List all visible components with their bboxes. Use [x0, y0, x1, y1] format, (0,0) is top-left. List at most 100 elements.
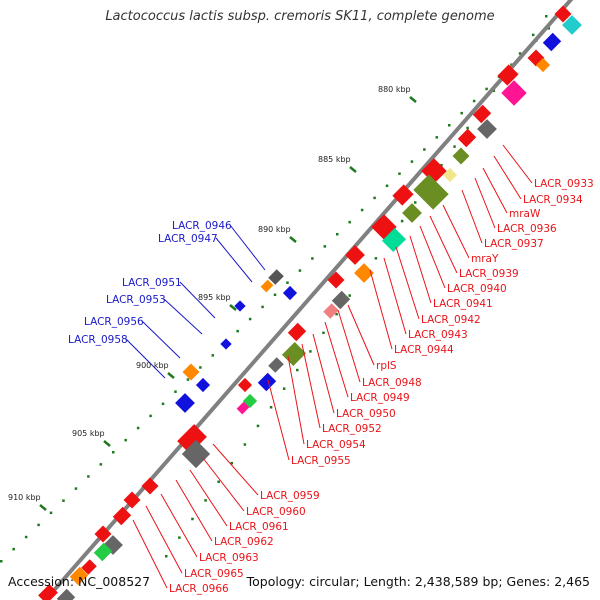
gene-feature [93, 542, 113, 562]
minor-tick [204, 499, 207, 502]
gene-feature [237, 377, 253, 393]
gene-label-lacr_0940: LACR_0940 [447, 283, 507, 295]
minor-tick [230, 461, 234, 465]
gene-feature [94, 525, 112, 543]
minor-tick [269, 406, 273, 409]
gene-feature [381, 227, 407, 253]
leader-line [301, 343, 321, 429]
minor-tick [440, 163, 443, 167]
gene-label-lacr_0936: LACR_0936 [497, 223, 557, 235]
minor-tick [413, 201, 417, 204]
minor-tick [518, 52, 522, 55]
minor-tick [87, 475, 90, 478]
minor-tick [12, 547, 15, 551]
minor-tick [136, 426, 140, 430]
gene-label-lacr_0946: LACR_0946 [172, 220, 232, 232]
minor-tick [211, 354, 215, 357]
kbp-tick [289, 236, 297, 243]
minor-tick [186, 378, 190, 381]
gene-feature [236, 401, 250, 415]
gene-label-lacr_0939: LACR_0939 [459, 268, 519, 280]
gene-feature [413, 174, 449, 210]
gene-label-lacr_0942: LACR_0942 [421, 314, 481, 326]
kbp-tick [229, 304, 237, 311]
leader-line [409, 235, 432, 304]
gene-feature [268, 357, 284, 373]
leader-line [395, 246, 420, 320]
gene-label-lacr_0933: LACR_0933 [534, 178, 594, 190]
gene-label-lacr_0956: LACR_0956 [84, 316, 144, 328]
minor-tick [360, 208, 364, 212]
minor-tick [545, 15, 548, 18]
leader-line [132, 519, 168, 589]
gene-label-lacr_0950: LACR_0950 [336, 408, 396, 420]
minor-tick [0, 560, 3, 563]
minor-tick [323, 245, 327, 248]
gene-feature [175, 393, 195, 413]
gene-label-lacr_0944: LACR_0944 [394, 344, 454, 356]
minor-tick [423, 148, 426, 151]
leader-line [461, 189, 483, 244]
minor-tick [472, 99, 476, 103]
gene-label-lacr_0953: LACR_0953 [106, 294, 166, 306]
kbp-tick [349, 166, 357, 173]
minor-tick [178, 536, 181, 539]
leader-line [419, 225, 446, 289]
leader-line [125, 338, 166, 379]
minor-tick [236, 329, 239, 333]
gene-feature [442, 167, 458, 183]
minor-tick [161, 402, 165, 406]
minor-tick [348, 220, 351, 224]
leader-line [347, 304, 375, 366]
gene-label-mraw: mraW [509, 208, 541, 220]
minor-tick [547, 27, 551, 30]
gene-feature [331, 290, 351, 310]
gene-label-lacr_0949: LACR_0949 [350, 392, 410, 404]
minor-tick [191, 517, 194, 521]
gene-feature [501, 80, 527, 106]
kbp-marker-label: 905 kbp [72, 429, 105, 438]
gene-label-lacr_0963: LACR_0963 [199, 552, 259, 564]
minor-tick [149, 414, 152, 418]
kbp-markers: 880 kbp 885 kbp 890 kbp 895 kbp 900 kbp 905 k… [8, 85, 417, 511]
kbp-marker-label: 900 kbp [136, 361, 169, 370]
gene-label-mray: mraY [471, 253, 499, 265]
leader-line [474, 177, 496, 229]
gene-feature [282, 285, 298, 301]
gene-label-rpls: rplS [376, 360, 397, 372]
gene-feature [323, 303, 339, 319]
kbp-tick [103, 440, 111, 447]
gene-feature [220, 338, 232, 350]
gene-feature [268, 269, 284, 285]
leader-line [189, 469, 228, 527]
gene-label-lacr_0966: LACR_0966 [169, 583, 229, 595]
leader-line [175, 479, 213, 542]
minor-tick [374, 257, 378, 260]
gene-label-lacr_0943: LACR_0943 [408, 329, 468, 341]
minor-tick [453, 145, 456, 148]
gene-feature [477, 119, 497, 139]
leader-line [212, 443, 259, 496]
gene-feature [234, 300, 246, 312]
gene-feature [257, 372, 277, 392]
gene-feature [535, 57, 551, 73]
leader-line [229, 224, 266, 271]
gene-label-lacr_0955: LACR_0955 [291, 455, 351, 467]
minor-tick [435, 136, 439, 139]
leader-line [179, 281, 216, 319]
minor-tick [336, 233, 339, 236]
gene-label-lacr_0941: LACR_0941 [433, 298, 493, 310]
gene-feature [287, 322, 307, 342]
gene-label-lacr_0934: LACR_0934 [523, 194, 583, 206]
kbp-marker-label: 885 kbp [318, 155, 351, 164]
minor-tick [348, 294, 351, 297]
leader-line [369, 269, 393, 350]
leader-line [429, 215, 458, 274]
gene-feature [177, 424, 207, 454]
leader-line [383, 257, 407, 335]
minor-tick [199, 366, 202, 369]
minor-tick [248, 317, 252, 321]
minor-tick [24, 535, 28, 539]
minor-tick [460, 111, 463, 115]
